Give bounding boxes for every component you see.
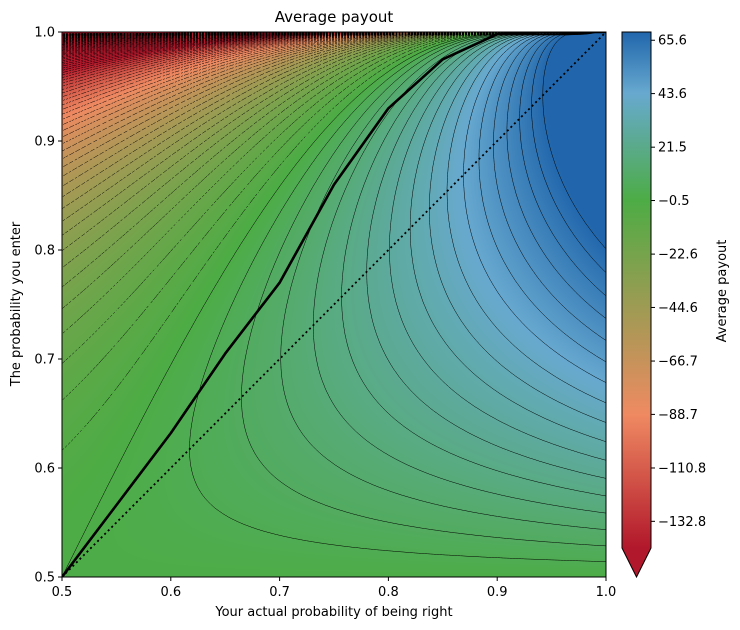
colorbar-tick-label: −132.8: [658, 515, 706, 530]
colorbar-tick-label: −66.7: [658, 355, 698, 370]
plot-area: [61, 31, 607, 578]
contour-line: [409, 32, 606, 442]
contour-line: [241, 32, 606, 547]
colorbar-ticks: 65.6 43.6 21.5 −0.5 −22.6 −44.6 −66.7 −88.7 −110…: [651, 34, 706, 530]
colorbar-label: Average payout: [715, 240, 730, 343]
x-tick-label: 0.7: [269, 585, 290, 600]
y-axis-label: The probability you enter: [9, 221, 24, 387]
contour-line: [446, 32, 606, 404]
contour-line: [366, 32, 606, 479]
x-axis-label: Your actual probability of being right: [214, 605, 452, 620]
contour-line: [313, 32, 606, 514]
x-axis: 0.5 0.6 0.7 0.8 0.9 1.0: [52, 577, 617, 600]
chart-title: Average payout: [275, 8, 394, 26]
contour-line: [493, 32, 606, 341]
contour-line: [463, 32, 606, 383]
plot-frame: [61, 31, 607, 578]
optimal-entry-curve: [62, 32, 606, 577]
contour-line: [478, 32, 606, 363]
x-tick-label: 0.5: [52, 585, 73, 600]
contour-line: [280, 32, 606, 530]
y-tick-label: 0.6: [34, 462, 55, 477]
x-tick-label: 0.6: [160, 585, 181, 600]
diagonal-reference-line: [62, 32, 606, 577]
x-tick-label: 0.9: [487, 585, 508, 600]
colorbar-tick-label: 65.6: [658, 34, 687, 49]
colorbar: 65.6 43.6 21.5 −0.5 −22.6 −44.6 −66.7 −88.7 −110…: [621, 31, 706, 579]
contour-line: [389, 32, 606, 461]
y-tick-label: 0.8: [34, 244, 55, 259]
colorbar-tick-label: 43.6: [658, 87, 687, 102]
y-tick-label: 0.9: [34, 135, 55, 150]
colorbar-tick-label: −110.8: [658, 461, 706, 476]
colorbar-tick-label: −88.7: [658, 408, 698, 423]
y-tick-label: 0.5: [34, 571, 55, 586]
y-tick-label: 1.0: [34, 26, 55, 41]
contour-line: [542, 32, 606, 249]
contour-line: [506, 32, 606, 319]
contour-line: [429, 32, 606, 423]
colorbar-tick-label: −22.6: [658, 248, 698, 263]
y-tick-label: 0.7: [34, 353, 55, 368]
colorbar-gradient: [622, 32, 651, 548]
x-tick-label: 1.0: [596, 585, 617, 600]
x-tick-label: 0.8: [378, 585, 399, 600]
y-axis: 0.5 0.6 0.7 0.8 0.9 1.0: [34, 26, 62, 586]
colorbar-extend-triangle: [622, 548, 651, 577]
colorbar-tick-label: 21.5: [658, 141, 687, 156]
colorbar-tick-label: −44.6: [658, 301, 698, 316]
contour-line: [531, 32, 606, 273]
colorbar-tick-label: −0.5: [658, 194, 690, 209]
series-lines: [62, 32, 606, 577]
colorbar-frame: [621, 31, 652, 579]
